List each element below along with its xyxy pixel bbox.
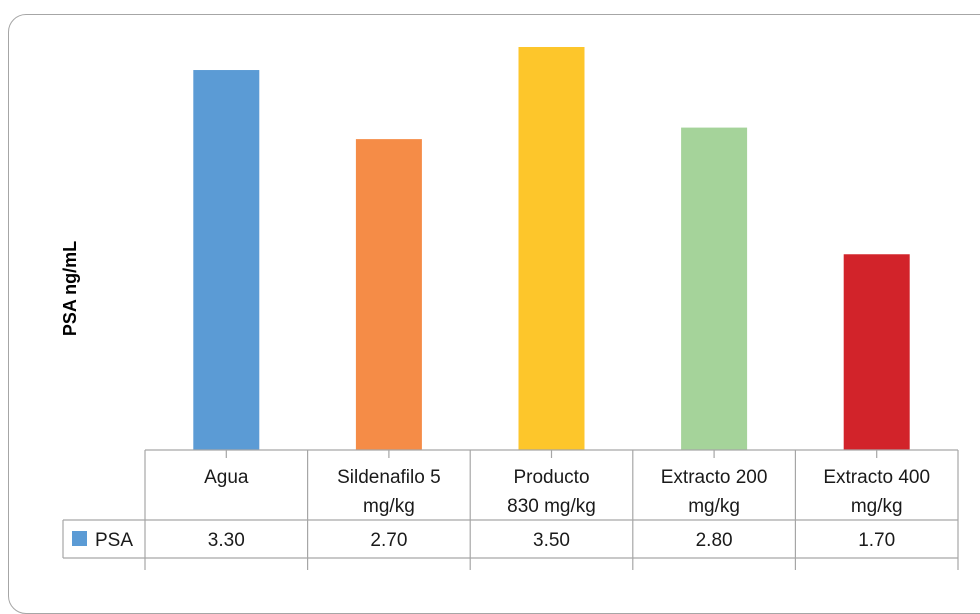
category-label-1: Agua xyxy=(204,467,249,488)
bar-2 xyxy=(355,139,422,450)
bar-4 xyxy=(681,127,748,450)
data-table: Agua Sildenafilo 5 mg/kg Producto 830 mg/kg E… xyxy=(62,449,959,570)
bar-3 xyxy=(518,47,585,450)
bar-1 xyxy=(193,70,260,451)
category-label-4: Extracto 200 mg/kg xyxy=(661,467,768,517)
legend-swatch xyxy=(72,531,87,546)
data-label-2: 2.70 xyxy=(370,530,407,551)
data-label-1: 3.30 xyxy=(208,530,245,551)
bars-group xyxy=(193,47,910,451)
data-label-3: 3.50 xyxy=(533,530,570,551)
bar-5 xyxy=(843,254,910,450)
category-label-5: Extracto 400 mg/kg xyxy=(823,467,930,517)
category-label-2: Sildenafilo 5 mg/kg xyxy=(337,467,441,517)
y-axis-title: PSA ng/mL xyxy=(60,241,80,336)
data-label-5: 1.70 xyxy=(858,530,895,551)
data-label-4: 2.80 xyxy=(696,530,733,551)
bar-chart: PSA ng/mL Agua Sildenafilo 5 mg/kg Producto… xyxy=(60,47,959,570)
legend-label: PSA xyxy=(95,530,133,551)
category-label-3: Producto 830 mg/kg xyxy=(507,467,596,517)
